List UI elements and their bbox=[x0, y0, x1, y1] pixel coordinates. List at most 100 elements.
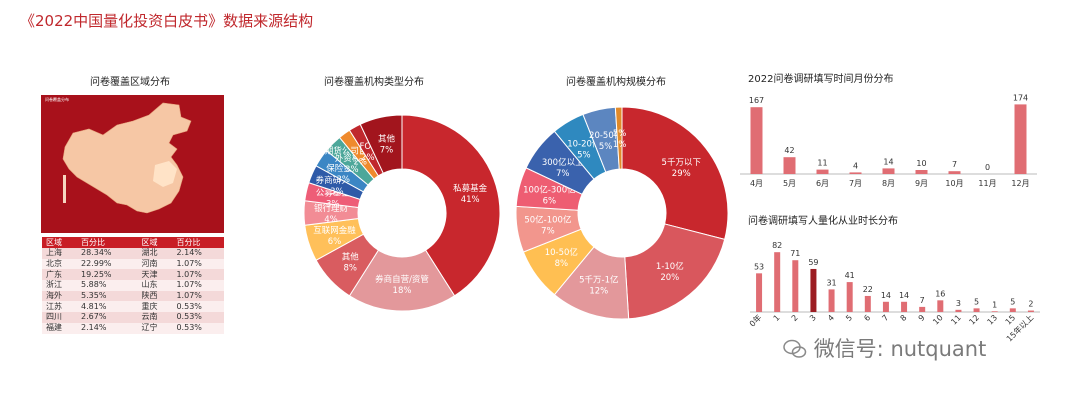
slice-label: FOF bbox=[360, 142, 377, 152]
slice-label: 20-50亿 bbox=[589, 130, 622, 141]
table-cell: 28.34% bbox=[77, 248, 138, 259]
slice-percent: 7% bbox=[541, 227, 555, 237]
bar bbox=[973, 308, 980, 312]
bar bbox=[937, 300, 944, 312]
slice-label: 互联网金融 bbox=[313, 225, 356, 236]
tick-label: 5月 bbox=[783, 179, 796, 188]
slice-percent: 41% bbox=[461, 195, 480, 205]
slice-percent: 3% bbox=[326, 200, 340, 210]
month-chart-title: 2022问卷调研填写时间月份分布 bbox=[748, 74, 894, 85]
table-row: 北京 22.99% 河南 1.07% bbox=[42, 258, 224, 270]
tick-label: 0年 bbox=[747, 312, 763, 328]
tick-label: 9 bbox=[917, 313, 927, 323]
table-row: 江苏 4.81% 重庆 0.53% bbox=[42, 301, 224, 313]
tenure-chart-title: 问卷调研填写人量化从业时长分布 bbox=[748, 216, 898, 227]
bar-value-label: 2 bbox=[1028, 300, 1033, 309]
bar bbox=[901, 301, 908, 312]
table-header-3: 百分比 bbox=[172, 237, 224, 248]
slice-percent: 12% bbox=[589, 286, 608, 296]
tick-label: 6 bbox=[862, 313, 872, 323]
china-map: 问卷覆盖分布 bbox=[41, 95, 224, 233]
slice-percent: 8% bbox=[343, 264, 357, 274]
slice-percent: 5% bbox=[599, 142, 613, 152]
page-title: 《2022中国量化投资白皮书》数据来源结构 bbox=[20, 12, 314, 30]
slice-percent: 3% bbox=[337, 175, 351, 185]
bar-value-label: 71 bbox=[790, 249, 800, 258]
watermark: 微信号: nutquant bbox=[783, 333, 986, 363]
table-cell: 0.53% bbox=[172, 301, 224, 313]
table-cell: 云南 bbox=[137, 312, 173, 323]
slice-label: 其他 bbox=[378, 134, 396, 145]
slice-percent: 2% bbox=[361, 153, 375, 163]
bar-value-label: 16 bbox=[935, 289, 945, 298]
bar-value-label: 7 bbox=[920, 296, 925, 305]
bar-value-label: 59 bbox=[808, 258, 818, 267]
donut-slice bbox=[621, 106, 729, 240]
table-cell: 江苏 bbox=[42, 301, 78, 313]
tenure-bar-chart: 530年821712593314415226147148791610311512… bbox=[747, 241, 1040, 344]
tick-label: 9月 bbox=[915, 179, 928, 188]
slice-label: 10-20亿 bbox=[567, 138, 600, 149]
table-cell: 山东 bbox=[137, 280, 173, 291]
table-cell: 天津 bbox=[137, 269, 173, 281]
map-legend-title: 问卷覆盖分布 bbox=[45, 97, 69, 102]
table-header-1: 百分比 bbox=[77, 237, 138, 248]
slice-percent: 20% bbox=[660, 273, 679, 283]
tick-label: 4月 bbox=[750, 179, 763, 188]
region-table: 区域 百分比 区域 百分比 上海 28.34% 湖北 2.14% 北京 22.99% 河南 1.07… bbox=[42, 237, 224, 334]
bar bbox=[816, 169, 829, 174]
tick-label: 11 bbox=[949, 313, 963, 327]
tick-label: 5 bbox=[844, 313, 854, 323]
slice-percent: 29% bbox=[672, 169, 691, 179]
tick-label: 12 bbox=[967, 313, 981, 327]
table-cell: 4.81% bbox=[77, 301, 138, 313]
bar-value-label: 41 bbox=[845, 271, 855, 280]
slice-label: 保险资管 bbox=[326, 163, 360, 174]
donut-slice bbox=[401, 114, 500, 297]
bar bbox=[991, 311, 998, 312]
table-cell: 2.67% bbox=[77, 312, 138, 323]
org-type-donut: 私募基金41%券商自营/资管18%其他8%互联网金融6%银行理财4%公募基金3%… bbox=[303, 114, 500, 312]
slice-label: 100亿-300亿 bbox=[523, 184, 576, 195]
map-region-shape bbox=[62, 102, 192, 214]
bar-value-label: 4 bbox=[853, 161, 858, 170]
bar bbox=[783, 157, 796, 174]
bar bbox=[810, 268, 817, 312]
table-cell: 2.14% bbox=[77, 322, 138, 334]
table-cell: 河南 bbox=[137, 258, 173, 270]
table-row: 广东 19.25% 天津 1.07% bbox=[42, 269, 224, 281]
bar-value-label: 14 bbox=[883, 157, 893, 166]
tick-label: 10月 bbox=[945, 179, 963, 188]
month-bar-chart: 167 4月 42 5月 11 6月 4 7月 14 8月 10 9月 7 10月 0 11月 174 12月 bbox=[740, 93, 1037, 188]
map-panel-title: 问卷覆盖区域分布 bbox=[90, 77, 170, 88]
table-row: 浙江 5.88% 山东 1.07% bbox=[42, 280, 224, 291]
bar bbox=[1014, 104, 1027, 174]
bar-value-label: 14 bbox=[899, 291, 909, 300]
map-legend-bar bbox=[63, 175, 66, 203]
tick-label: 10 bbox=[931, 313, 945, 327]
slice-label: 10-50亿 bbox=[545, 247, 578, 258]
tick-label: 3 bbox=[808, 313, 818, 323]
bar-value-label: 22 bbox=[863, 285, 873, 294]
table-row: 海外 5.35% 陕西 1.07% bbox=[42, 290, 224, 302]
slice-percent: 3% bbox=[330, 187, 344, 197]
slice-percent: 18% bbox=[393, 286, 412, 296]
tick-label: 7 bbox=[880, 313, 890, 323]
table-header-2: 区域 bbox=[137, 237, 173, 248]
bar bbox=[750, 107, 763, 174]
table-cell: 1.07% bbox=[172, 290, 224, 302]
table-cell: 北京 bbox=[42, 258, 78, 270]
bar bbox=[756, 273, 763, 312]
bar-value-label: 3 bbox=[956, 299, 961, 308]
slice-label: 300亿以上 bbox=[542, 157, 584, 168]
slice-label: 5千万以下 bbox=[662, 157, 702, 168]
watermark-text: 微信号: nutquant bbox=[813, 337, 987, 361]
table-row: 上海 28.34% 湖北 2.14% bbox=[42, 248, 224, 259]
table-cell: 19.25% bbox=[77, 269, 138, 281]
table-cell: 22.99% bbox=[77, 258, 138, 270]
tick-label: 2 bbox=[790, 313, 800, 323]
bar-value-label: 1 bbox=[992, 300, 997, 309]
table-cell: 陕西 bbox=[137, 290, 173, 302]
slice-percent: 1% bbox=[613, 140, 627, 150]
table-cell: 2.14% bbox=[172, 248, 224, 259]
